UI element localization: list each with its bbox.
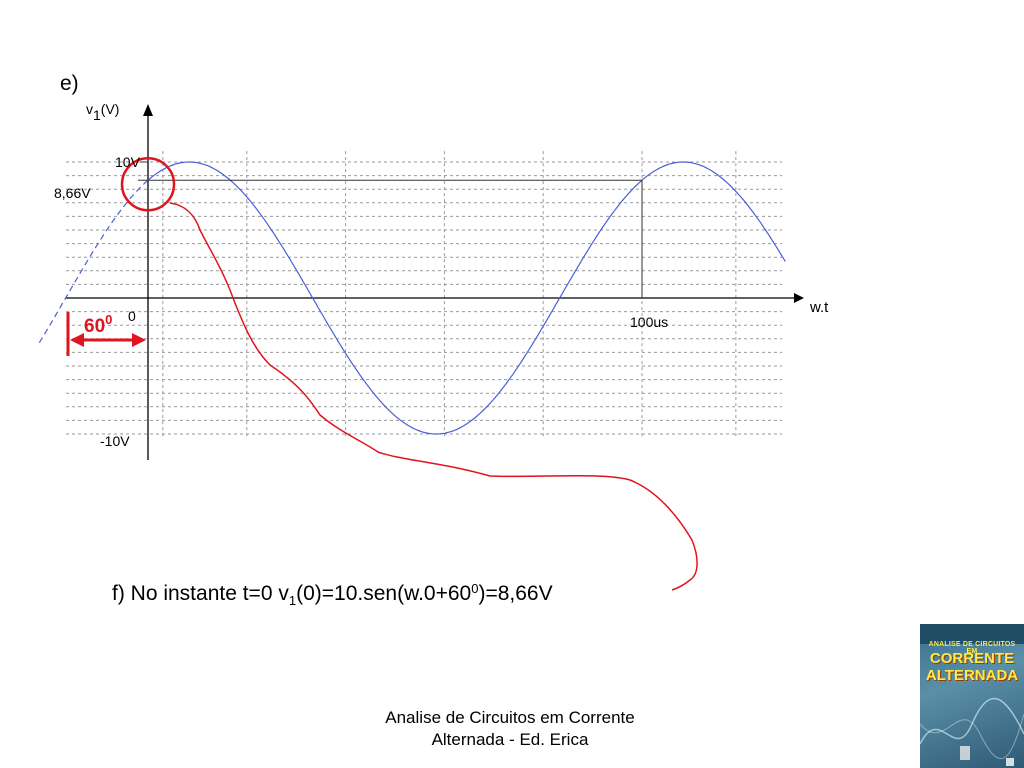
- sine-curve: [147, 161, 786, 435]
- x-tick-label-0: 0: [128, 308, 136, 324]
- phase-arrow-head-right: [132, 333, 146, 347]
- footer: Analise de Circuitos em Corrente Alterna…: [340, 707, 680, 751]
- y-axis-label-sub: 1: [93, 107, 101, 123]
- grid: [66, 151, 782, 439]
- phase-label-main: 60: [84, 316, 105, 337]
- formula-superscript: 0: [471, 580, 479, 596]
- formula-middle: (0)=10.sen(w.0+60: [296, 582, 472, 605]
- y-tick-label-10v: 10V: [115, 154, 141, 170]
- annotations: [66, 156, 698, 591]
- x-tick-label-100us: 100us: [630, 314, 668, 330]
- y-axis-arrow: [143, 104, 153, 116]
- phase-label: 600: [84, 312, 112, 337]
- book-cover-title-line-1: CORRENTE: [929, 650, 1015, 667]
- footer-line-1: Analise de Circuitos em Corrente: [385, 708, 635, 727]
- book-cover-strip: [920, 624, 1024, 644]
- formula-prefix: f) No instante t=0 v: [112, 582, 289, 605]
- y-tick-label-minus10v: -10V: [100, 433, 130, 449]
- book-cover-subtitle: ANALISE DE CIRCUITOS EM: [928, 641, 1016, 655]
- connector-curve: [169, 202, 698, 591]
- book-cover-image: ANALISE DE CIRCUITOS EM CORRENTE ALTERNA…: [920, 624, 1024, 768]
- footer-line-2: Alternada - Ed. Erica: [431, 730, 589, 749]
- x-axis-label: w.t: [809, 299, 829, 316]
- y-tick-label-866v: 8,66V: [54, 185, 91, 201]
- y-axis-label-unit: (V): [101, 101, 120, 117]
- book-cover-art: [920, 697, 1024, 766]
- formula-suffix: )=8,66V: [478, 582, 553, 605]
- formula-subscript: 1: [288, 592, 297, 608]
- series: [38, 161, 786, 435]
- phase-label-sup: 0: [105, 312, 112, 327]
- highlight-circle: [120, 156, 176, 212]
- book-cover-title-line-2: ALTERNADA: [925, 667, 1019, 684]
- sine-curve-negative-time: [38, 179, 149, 344]
- y-axis-label: v1(V): [86, 101, 119, 123]
- formula-text: f) No instante t=0 v1(0)=10.sen(w.0+600)…: [112, 580, 553, 608]
- phase-arrow-head-left: [70, 333, 84, 347]
- x-axis-arrow: [794, 293, 804, 303]
- item-label: e): [60, 72, 79, 95]
- labels: e) v1(V) w.t 10V 8,66V -10V 0 100us 600: [54, 72, 829, 449]
- axes: [66, 104, 804, 460]
- y-axis-label-main: v: [86, 101, 93, 117]
